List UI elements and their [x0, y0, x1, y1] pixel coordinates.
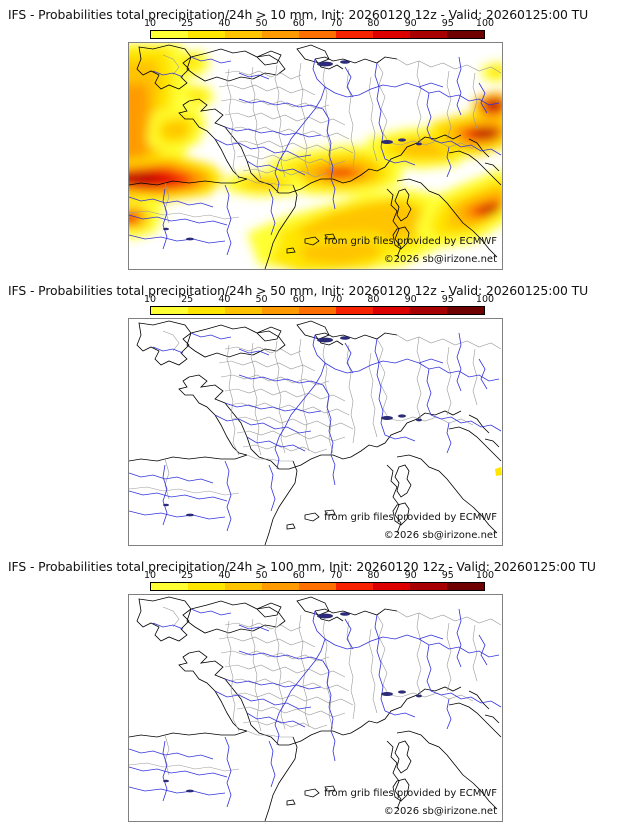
colorbar-ticks: 10 25 40 50 60 70 80 90 95 100 — [144, 294, 494, 305]
department-boundaries — [218, 338, 378, 456]
map-canvas-10mm — [129, 43, 502, 269]
colorbar-swatch-3 — [262, 307, 299, 314]
colorbar-tick-70: 70 — [330, 18, 343, 29]
colorbar-tick-40: 40 — [218, 294, 231, 305]
panel-100mm: IFS - Probabilities total precipitation/… — [0, 552, 630, 828]
colorbar-swatch-6 — [373, 31, 410, 38]
colorbar-swatch-4 — [299, 583, 336, 590]
colorbar-swatch-3 — [262, 583, 299, 590]
colorbar-swatch-6 — [373, 583, 410, 590]
panel-title-100mm: IFS - Probabilities total precipitation/… — [8, 559, 596, 574]
panel-title-50mm: IFS - Probabilities total precipitation/… — [8, 283, 589, 298]
colorbar-swatches — [150, 306, 485, 315]
panel-title-10mm: IFS - Probabilities total precipitation/… — [8, 7, 589, 22]
colorbar-100mm: 10 25 40 50 60 70 80 90 95 100 — [144, 570, 494, 591]
colorbar-tick-60: 60 — [292, 570, 305, 581]
rivers — [129, 56, 502, 256]
rivers — [129, 608, 502, 808]
colorbar-swatch-2 — [225, 307, 262, 314]
lakes — [163, 60, 422, 241]
source-credit-10mm: from grib files provided by ECMWF — [324, 236, 497, 247]
colorbar-swatch-0 — [151, 307, 188, 314]
colorbar-tick-95: 95 — [441, 570, 454, 581]
colorbar-tick-100: 100 — [475, 570, 495, 581]
colorbar-swatch-7 — [410, 307, 447, 314]
colorbar-swatch-0 — [151, 583, 188, 590]
colorbar-swatch-2 — [225, 583, 262, 590]
colorbar-tick-100: 100 — [475, 18, 495, 29]
colorbar-swatch-1 — [188, 307, 225, 314]
colorbar-50mm: 10 25 40 50 60 70 80 90 95 100 — [144, 294, 494, 315]
lakes — [163, 612, 422, 793]
colorbar-swatch-3 — [262, 31, 299, 38]
rivers — [129, 332, 502, 532]
colorbar-swatch-6 — [373, 307, 410, 314]
map-canvas-100mm — [129, 596, 502, 821]
probability-field-50mm — [495, 467, 502, 476]
colorbar-tick-25: 25 — [181, 570, 194, 581]
colorbar-tick-100: 100 — [475, 294, 495, 305]
colorbar-tick-25: 25 — [181, 294, 194, 305]
colorbar-tick-90: 90 — [404, 18, 417, 29]
source-credit-100mm: from grib files provided by ECMWF — [324, 788, 497, 799]
lakes — [163, 336, 422, 517]
colorbar-tick-70: 70 — [330, 570, 343, 581]
colorbar-swatch-7 — [410, 583, 447, 590]
department-boundaries — [218, 614, 378, 732]
basemap-layer-10mm — [129, 44, 502, 269]
colorbar-tick-60: 60 — [292, 18, 305, 29]
panel-10mm: IFS - Probabilities total precipitation/… — [0, 0, 630, 276]
colorbar-swatch-8 — [447, 583, 484, 590]
colorbar-ticks: 10 25 40 50 60 70 80 90 95 100 — [144, 18, 494, 29]
colorbar-swatches — [150, 30, 485, 39]
map-10mm[interactable]: from grib files provided by ECMWF ©2026 … — [128, 42, 503, 270]
colorbar-swatch-7 — [410, 31, 447, 38]
colorbar-swatch-5 — [336, 31, 373, 38]
colorbar-swatch-5 — [336, 583, 373, 590]
colorbar-10mm: 10 25 40 50 60 70 80 90 95 100 — [144, 18, 494, 39]
colorbar-swatch-1 — [188, 583, 225, 590]
colorbar-tick-40: 40 — [218, 18, 231, 29]
panel-50mm: IFS - Probabilities total precipitation/… — [0, 276, 630, 552]
colorbar-tick-40: 40 — [218, 570, 231, 581]
colorbar-swatch-1 — [188, 31, 225, 38]
colorbar-tick-50: 50 — [255, 18, 268, 29]
colorbar-tick-10: 10 — [143, 294, 157, 305]
copyright-credit-10mm: ©2026 sb@irizone.net — [383, 254, 497, 265]
colorbar-tick-95: 95 — [441, 18, 454, 29]
colorbar-tick-80: 80 — [367, 294, 380, 305]
colorbar-swatch-8 — [447, 31, 484, 38]
colorbar-swatches — [150, 582, 485, 591]
colorbar-tick-80: 80 — [367, 18, 380, 29]
colorbar-tick-95: 95 — [441, 294, 454, 305]
colorbar-swatch-4 — [299, 31, 336, 38]
copyright-credit-50mm: ©2026 sb@irizone.net — [383, 530, 497, 541]
colorbar-tick-10: 10 — [143, 18, 157, 29]
source-credit-50mm: from grib files provided by ECMWF — [324, 512, 497, 523]
colorbar-tick-90: 90 — [404, 570, 417, 581]
copyright-credit-100mm: ©2026 sb@irizone.net — [383, 806, 497, 817]
colorbar-tick-25: 25 — [181, 18, 194, 29]
colorbar-ticks: 10 25 40 50 60 70 80 90 95 100 — [144, 570, 494, 581]
colorbar-tick-80: 80 — [367, 570, 380, 581]
basemap-layer-50mm — [129, 320, 502, 545]
colorbar-tick-90: 90 — [404, 294, 417, 305]
colorbar-tick-50: 50 — [255, 294, 268, 305]
colorbar-swatch-5 — [336, 307, 373, 314]
map-50mm[interactable]: from grib files provided by ECMWF ©2026 … — [128, 318, 503, 546]
colorbar-tick-70: 70 — [330, 294, 343, 305]
basemap-layer-100mm — [129, 596, 502, 821]
colorbar-swatch-8 — [447, 307, 484, 314]
colorbar-tick-10: 10 — [143, 570, 157, 581]
map-100mm[interactable]: from grib files provided by ECMWF ©2026 … — [128, 594, 503, 822]
colorbar-swatch-0 — [151, 31, 188, 38]
colorbar-swatch-4 — [299, 307, 336, 314]
colorbar-tick-60: 60 — [292, 294, 305, 305]
map-canvas-50mm — [129, 320, 502, 545]
colorbar-tick-50: 50 — [255, 570, 268, 581]
colorbar-swatch-2 — [225, 31, 262, 38]
